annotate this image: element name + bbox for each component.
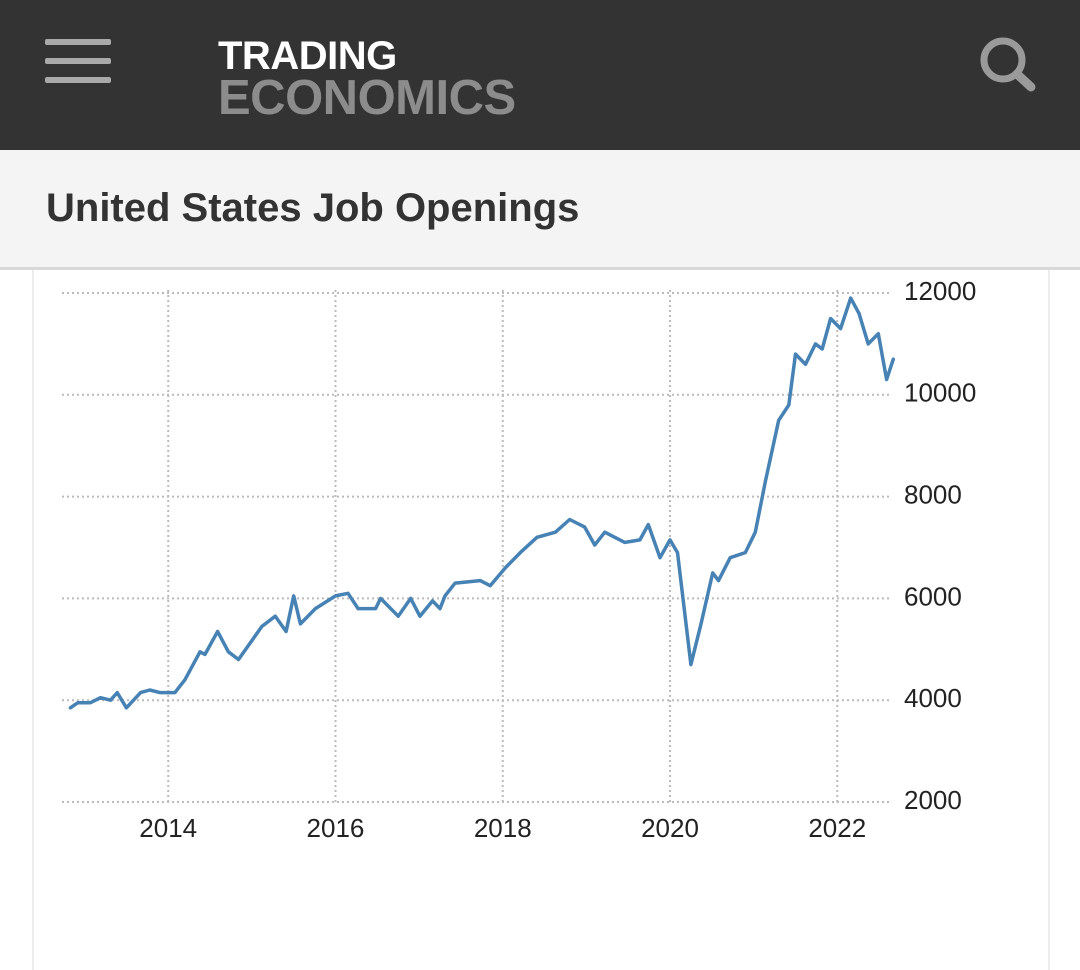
y-tick-label: 12000 (904, 276, 976, 306)
chart: 2000 4000 6000 8000 10000 12000 2014 2016 2018 20… (62, 276, 976, 843)
y-tick-label: 6000 (904, 581, 962, 611)
x-tick-label: 2018 (474, 813, 532, 843)
top-bar: TRADING ECONOMICS (0, 0, 1080, 150)
y-tick-label: 10000 (904, 378, 976, 408)
page-title: United States Job Openings (46, 186, 580, 230)
logo-top[interactable]: TRADING (218, 34, 397, 78)
top-bar-icons (45, 37, 1036, 92)
x-tick-label: 2020 (641, 813, 699, 843)
y-tick-label: 2000 (904, 785, 962, 815)
x-tick-label: 2016 (307, 813, 365, 843)
data-line (68, 296, 896, 710)
menu-button[interactable] (45, 39, 111, 83)
search-button[interactable] (980, 37, 1036, 92)
x-tick-label: 2014 (139, 813, 197, 843)
x-tick-label: 2022 (808, 813, 866, 843)
title-bar (0, 150, 1080, 270)
logo-bottom[interactable]: ECONOMICS (218, 71, 516, 125)
chart-card (32, 270, 1050, 970)
y-tick-label: 4000 (904, 683, 962, 713)
y-tick-label: 8000 (904, 479, 962, 509)
